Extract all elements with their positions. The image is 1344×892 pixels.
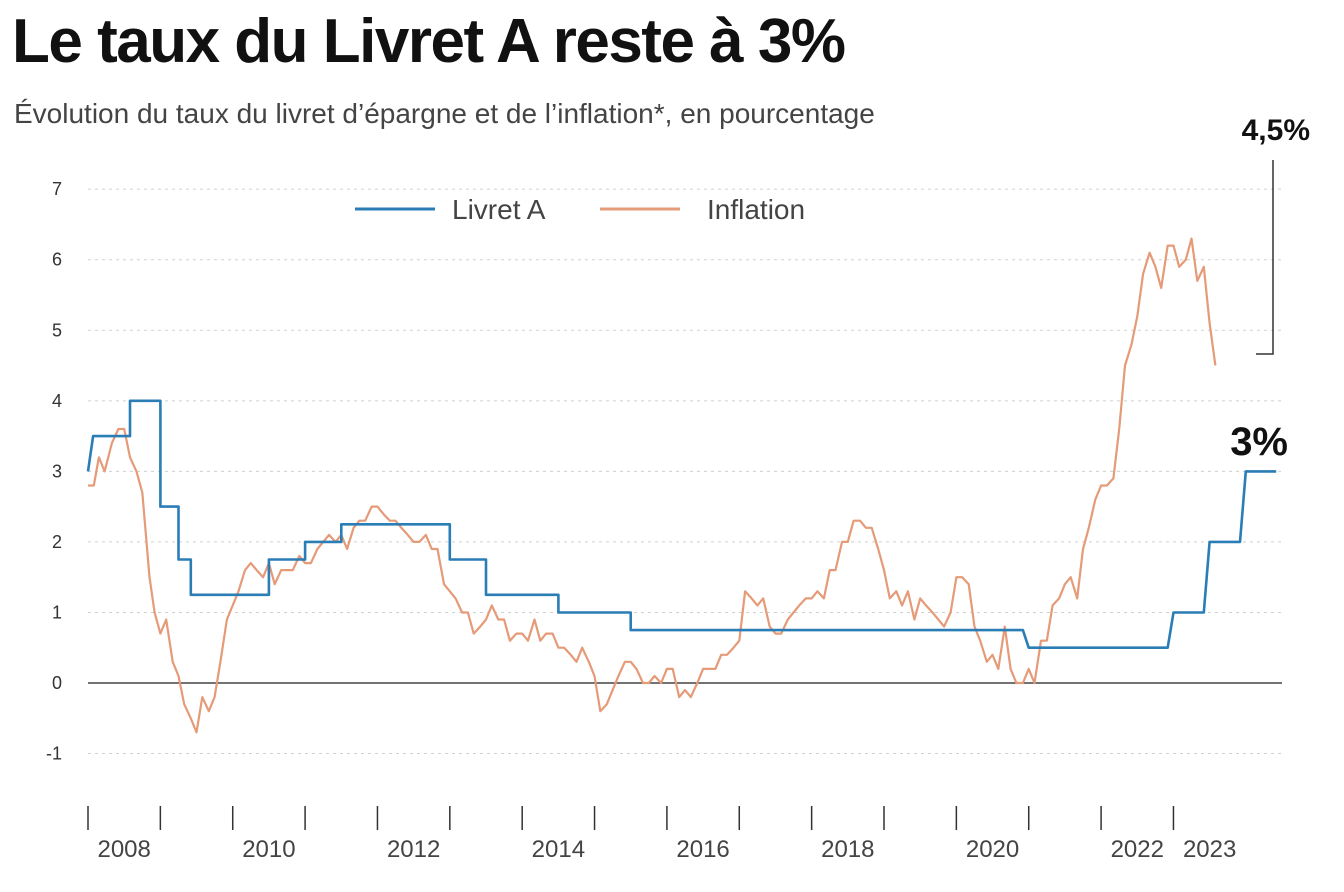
series-lines: [86, 237, 1277, 734]
x-axis: 2008 2010 2012 2014 2016 2018 2020 2022 2023: [87, 806, 1236, 863]
chart-legend: Livret A Inflation: [355, 194, 805, 225]
x-tick-label: 2023: [1183, 836, 1236, 863]
x-tick-label: 2020: [966, 836, 1019, 863]
y-tick-label: 7: [52, 179, 62, 199]
x-tick-label: 2018: [821, 836, 874, 863]
livret-a-series-line: [86, 399, 1277, 650]
y-axis-ticks: -1 0 1 2 3 4 5 6 7: [46, 179, 62, 763]
annotation-inflation-last: 4,5%: [1242, 114, 1310, 147]
y-tick-label: 4: [52, 391, 62, 411]
y-tick-label: 2: [52, 532, 62, 552]
annotations: 4,5% 3%: [1230, 114, 1310, 464]
legend-label-inflation: Inflation: [707, 194, 805, 225]
x-tick-label: 2014: [532, 836, 585, 863]
y-tick-label: 0: [52, 673, 62, 693]
y-tick-label: 6: [52, 250, 62, 270]
chart-title: Le taux du Livret A reste à 3%: [12, 7, 846, 76]
x-tick-label: 2022: [1111, 836, 1164, 863]
x-tick-label: 2012: [387, 836, 440, 863]
y-tick-label: 5: [52, 320, 62, 340]
grid-lines: [88, 188, 1282, 755]
inflation-series-line: [88, 237, 1217, 734]
x-tick-label: 2008: [97, 836, 150, 863]
annotation-livret-last: 3%: [1230, 420, 1288, 464]
y-tick-label: 1: [52, 602, 62, 622]
x-tick-label: 2010: [242, 836, 295, 863]
legend-label-livret-a: Livret A: [452, 194, 546, 225]
y-tick-label: -1: [46, 744, 62, 764]
chart-subtitle: Évolution du taux du livret d’épargne et…: [14, 98, 875, 129]
inflation-bracket: [1256, 160, 1274, 355]
y-tick-label: 3: [52, 461, 62, 481]
x-tick-label: 2016: [676, 836, 729, 863]
